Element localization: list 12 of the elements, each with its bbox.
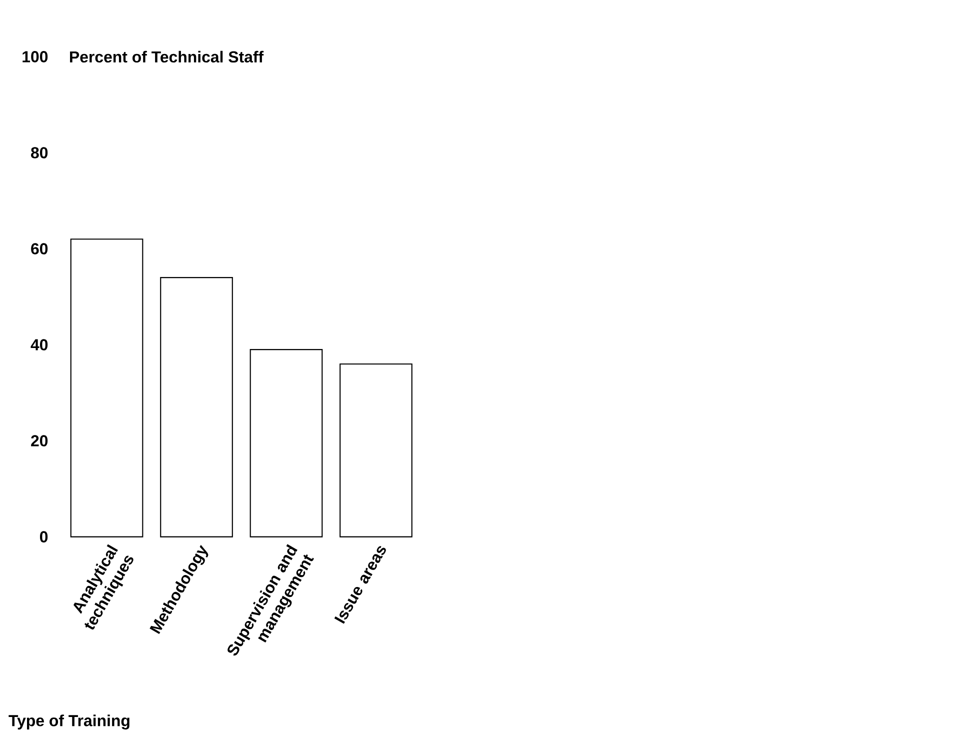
bar — [160, 276, 233, 538]
y-tick-label: 40 — [30, 339, 48, 350]
y-tick-label: 20 — [31, 435, 48, 446]
y-tick-label: 60 — [31, 243, 48, 254]
bar — [250, 349, 323, 538]
bar — [340, 363, 412, 538]
y-tick-label: 80 — [31, 147, 48, 158]
y-tick-label: 0 — [40, 531, 48, 542]
x-axis-title: Type of Training — [8, 714, 130, 730]
bar — [70, 238, 144, 538]
y-axis-title: Percent of Technical Staff — [70, 50, 264, 63]
y-tick-label: 100 — [22, 51, 48, 62]
